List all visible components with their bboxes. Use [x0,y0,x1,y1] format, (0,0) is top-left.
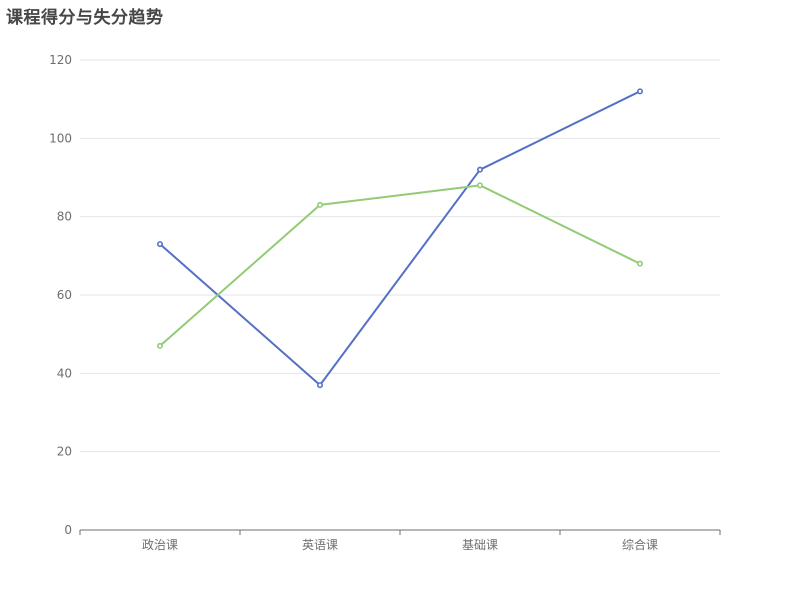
data-point[interactable] [157,342,164,349]
chart-title: 课程得分与失分趋势 [6,8,164,28]
grid-layer [80,59,720,453]
data-point[interactable] [316,201,323,208]
axis-layer: 0 20 40 60 80 100 120 政治课 英语课 基础课 综合课 [49,53,721,552]
series-line-0 [159,90,641,387]
y-tick-label: 80 [57,210,72,224]
data-point[interactable] [316,382,323,389]
y-tick-label: 20 [57,445,72,459]
x-tick-label: 英语课 [302,538,338,552]
data-point[interactable] [636,88,643,95]
y-tick-label: 100 [49,131,72,145]
series-line-1 [159,184,641,347]
y-tick-label: 60 [57,288,72,302]
x-tick-label: 政治课 [142,538,178,552]
data-point[interactable] [476,182,483,189]
data-point[interactable] [476,166,483,173]
data-point[interactable] [157,241,164,248]
y-tick-label: 0 [64,523,72,537]
x-tick-label: 基础课 [462,538,498,552]
data-point[interactable] [636,260,643,267]
series-layer [157,88,643,389]
x-tick-label: 综合课 [622,537,658,552]
y-tick-label: 120 [49,53,72,67]
y-tick-label: 40 [57,366,72,380]
